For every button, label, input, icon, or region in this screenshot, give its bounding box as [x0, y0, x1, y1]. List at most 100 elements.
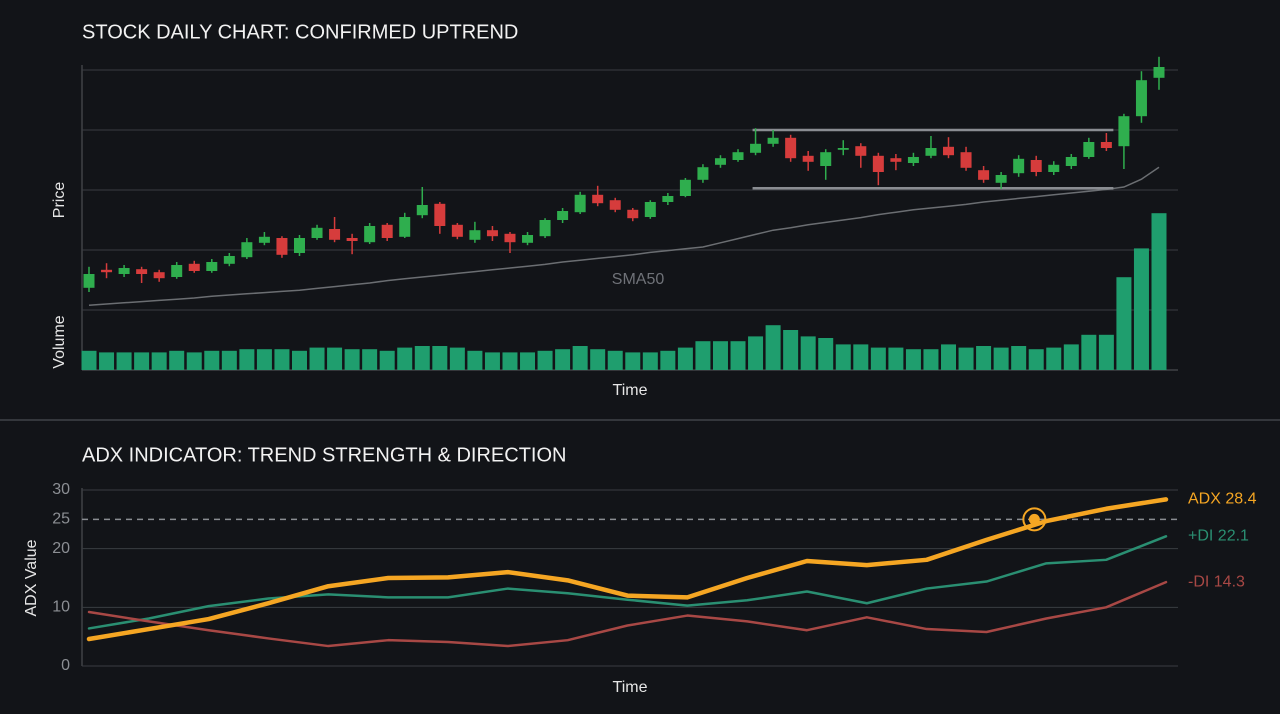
volume-bar	[835, 344, 851, 370]
candle-body	[1153, 67, 1165, 78]
candle-body	[1083, 142, 1095, 157]
candle-body	[592, 194, 604, 204]
volume-bar	[1063, 344, 1079, 370]
candle-body	[1048, 164, 1060, 172]
candle-body	[785, 137, 797, 159]
candle-body	[627, 209, 639, 219]
volume-bar	[467, 350, 483, 370]
volume-axis-label: Volume	[51, 315, 68, 368]
candle-body	[206, 262, 218, 271]
volume-bar	[116, 352, 132, 370]
volume-bar	[81, 350, 97, 370]
x-axis-label: Time	[613, 679, 648, 696]
candle-body	[504, 233, 516, 243]
volume-bar	[379, 350, 395, 370]
candle-body	[188, 263, 200, 271]
volume-bar	[239, 349, 255, 370]
volume-bar	[397, 347, 413, 370]
volume-bar	[309, 347, 325, 370]
y-tick-label: 25	[52, 511, 70, 528]
volume-bar	[449, 347, 465, 370]
candle-body	[978, 170, 990, 180]
volume-bar	[1046, 347, 1062, 370]
volume-bar	[1133, 248, 1149, 370]
candle-body	[311, 227, 323, 238]
candle-body	[241, 242, 253, 258]
candle-body	[346, 238, 358, 241]
candle-body	[136, 269, 148, 274]
candle-body	[697, 167, 709, 180]
series-line	[87, 580, 1168, 648]
volume-bar	[1011, 346, 1027, 370]
candle-body	[890, 158, 902, 162]
x-axis-label: Time	[613, 382, 648, 399]
candle-body	[539, 220, 551, 237]
volume-bar	[555, 349, 571, 370]
volume-bar	[730, 341, 746, 370]
volume-bar	[362, 349, 378, 370]
volume-bar	[765, 325, 781, 370]
candle-body	[960, 152, 972, 168]
candle-body	[907, 157, 919, 163]
volume-bar	[256, 349, 272, 370]
volume-bar	[1028, 349, 1044, 370]
candle-body	[522, 235, 534, 243]
volume-bar	[1116, 277, 1132, 370]
candle-body	[451, 224, 463, 237]
volume-bar	[888, 347, 904, 370]
volume-bar	[783, 330, 799, 370]
y-tick-label: 30	[52, 481, 70, 498]
volume-bar	[291, 350, 307, 370]
volume-bar	[905, 349, 921, 370]
candle-body	[574, 194, 586, 213]
candle-body	[416, 205, 428, 216]
y-tick-label: 0	[61, 657, 70, 674]
volume-bar	[958, 347, 974, 370]
candle-body	[679, 179, 691, 196]
candle-body	[469, 230, 481, 240]
volume-bar	[712, 341, 728, 370]
candle-body	[872, 155, 884, 172]
volume-bar	[432, 346, 448, 370]
crossover-ring	[1022, 507, 1047, 532]
candle-body	[943, 146, 955, 156]
candle-body	[258, 236, 270, 243]
volume-bar	[484, 352, 500, 370]
volume-bar	[607, 350, 623, 370]
candle-body	[153, 272, 165, 279]
candle-body	[293, 238, 305, 253]
series-end-label: -DI 14.3	[1188, 573, 1245, 590]
chart-title: STOCK DAILY CHART: CONFIRMED UPTREND	[82, 21, 518, 43]
volume-bar	[941, 344, 957, 370]
candle-body	[995, 175, 1007, 183]
candle-body	[1100, 142, 1112, 148]
series-end-label: ADX 28.4	[1188, 491, 1257, 508]
candle-body	[101, 269, 113, 273]
volume-bar	[520, 352, 536, 370]
candle-body	[609, 200, 621, 210]
volume-bar	[327, 347, 343, 370]
volume-bar	[800, 336, 816, 370]
candle-body	[820, 152, 832, 166]
candle-body	[364, 226, 376, 243]
candle-body	[1118, 116, 1130, 147]
series-end-label: +DI 22.1	[1188, 528, 1249, 545]
candle-body	[750, 143, 762, 153]
volume-bar	[625, 352, 641, 370]
candle-body	[802, 155, 814, 162]
volume-bar	[572, 346, 588, 370]
y-tick-label: 20	[52, 540, 70, 557]
volume-bar	[590, 349, 606, 370]
candle-body	[83, 274, 95, 288]
sma-line	[88, 166, 1160, 306]
volume-bar	[344, 349, 360, 370]
candle-body	[329, 229, 341, 240]
candle-body	[714, 158, 726, 165]
volume-bar	[1081, 334, 1097, 370]
candle-body	[662, 196, 674, 202]
volume-bar	[151, 352, 167, 370]
volume-bar	[993, 347, 1009, 370]
candle-body	[767, 137, 779, 144]
volume-bar	[870, 347, 886, 370]
